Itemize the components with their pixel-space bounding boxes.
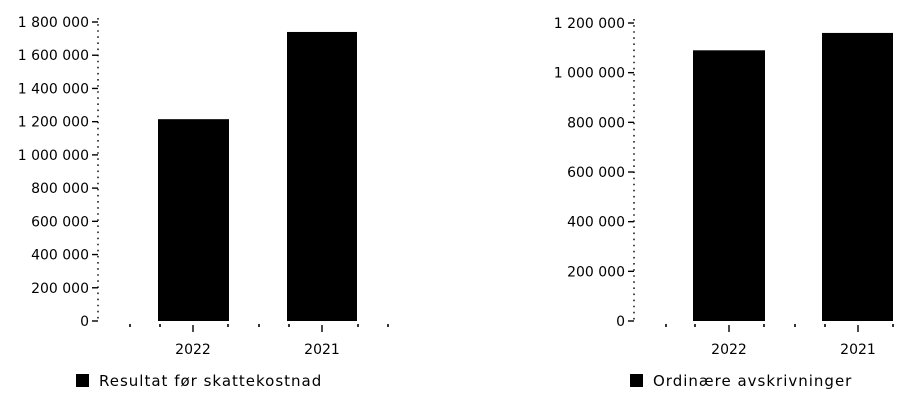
legend-swatch: [630, 374, 643, 387]
y-tick-label: 600 000: [567, 165, 625, 181]
y-tick-label: 1 600 000: [18, 48, 89, 64]
x-tick-label: 2021: [840, 342, 876, 358]
y-tick-label: 800 000: [567, 115, 625, 131]
y-tick-label: 600 000: [31, 214, 89, 230]
legend-label: Ordinære avskrivninger: [653, 372, 852, 390]
y-tick-label: 1 000 000: [554, 66, 625, 82]
y-tick-label: 800 000: [31, 181, 89, 197]
y-tick-label: 1 400 000: [18, 81, 89, 97]
y-tick-label: 1 200 000: [18, 115, 89, 131]
y-tick-label: 400 000: [567, 215, 625, 231]
y-tick-label: 1 000 000: [18, 148, 89, 164]
legend-label: Resultat før skattekostnad: [99, 372, 322, 390]
bar-2021: [287, 31, 357, 321]
chart-ordinaere-avskrivninger: 0 200 000 400 000 600 000 800 000 1 000 000 1 …: [554, 16, 894, 390]
bar-2021: [822, 32, 893, 321]
x-tick-label: 2022: [711, 342, 747, 358]
x-tick-label: 2021: [304, 342, 340, 358]
y-tick-label: 0: [80, 314, 89, 330]
y-tick-label: 1 200 000: [554, 16, 625, 32]
legend-swatch: [76, 374, 89, 387]
y-tick-label: 200 000: [31, 281, 89, 297]
y-tick-label: 1 800 000: [18, 15, 89, 31]
bar-2022: [693, 50, 765, 322]
chart-resultat-for-skattekostnad: 0 200 000 400 000 600 000 800 000 1 000 000 1 …: [18, 15, 389, 390]
y-tick-label: 0: [616, 314, 625, 330]
x-tick-label: 2022: [175, 342, 211, 358]
y-tick-label: 400 000: [31, 248, 89, 264]
bar-2022: [158, 119, 229, 321]
y-tick-label: 200 000: [567, 264, 625, 280]
